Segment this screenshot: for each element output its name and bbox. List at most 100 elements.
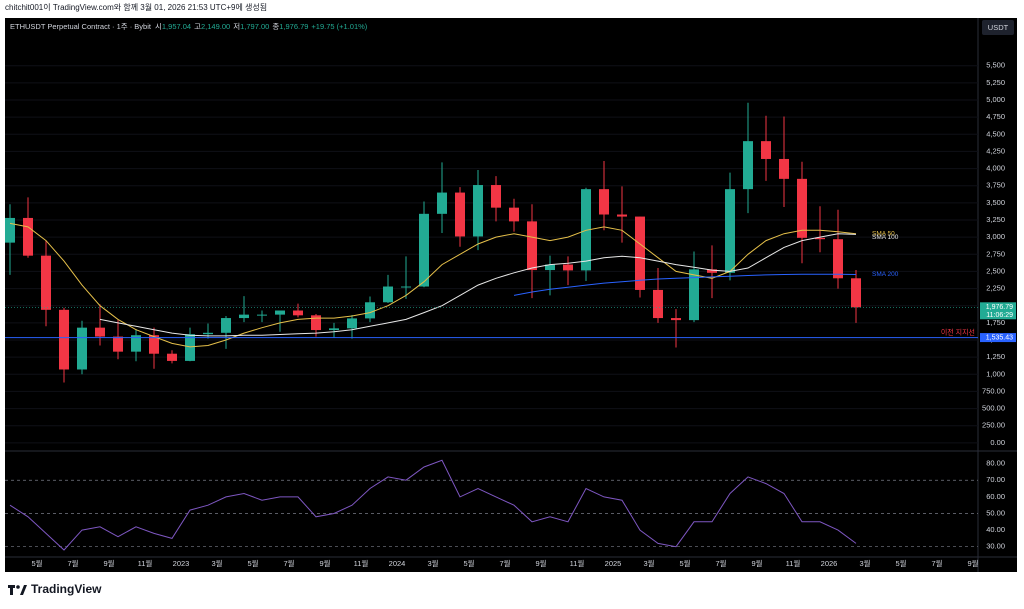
ohlc-value: 1,976.79 [279,22,308,31]
x-tick-label: 7월 [67,558,78,568]
candle-body [581,189,591,271]
x-tick-label: 2023 [173,559,190,568]
candle-body [275,310,285,315]
candle-body [257,314,267,316]
candle-body [95,327,105,337]
caption: chitchit001이 TradingView.com와 함께 3월 01, … [5,2,267,12]
y-tick-label: 3,500 [986,198,1005,207]
candle-body [203,332,213,335]
candle-body [851,278,861,308]
candle-body [473,185,483,237]
y-tick-label: 50.00 [986,508,1005,517]
y-tick-label: 1,750 [986,318,1005,327]
candle-body [59,309,69,370]
y-tick-label: 3,250 [986,215,1005,224]
y-tick-label: 500.00 [982,404,1005,413]
y-tick-label: 70.00 [986,475,1005,484]
candle-body [149,335,159,354]
y-tick-label: 3,750 [986,181,1005,190]
candle-body [455,192,465,237]
support-price-tag [980,333,1016,343]
y-tick-label: 1,000 [986,369,1005,378]
candle-body [545,264,555,271]
currency-button[interactable] [982,20,1014,35]
y-tick-label: 4,750 [986,112,1005,121]
ohlc-value: 1,957.04 [162,22,191,31]
candle-body [797,178,807,238]
x-tick-label: 9월 [319,558,330,568]
support-price: 1,535.43 [986,334,1013,341]
candle-body [743,141,753,190]
y-tick-label: 40.00 [986,525,1005,534]
y-tick-label: 2,250 [986,284,1005,293]
currency-label[interactable]: USDT [988,23,1009,32]
candle-body [833,239,843,279]
y-tick-label: 3,000 [986,232,1005,241]
x-tick-label: 7월 [715,558,726,568]
x-tick-label: 5월 [463,558,474,568]
support-text: 이전 지지선 [941,327,975,336]
sma-label: SMA 100 [872,234,899,241]
candle-body [311,315,321,331]
y-tick-label: 2,500 [986,266,1005,275]
x-tick-label: 3월 [211,558,222,568]
ohlc-label: 고 [194,22,201,31]
rsi-line [9,459,857,551]
candle-body [239,314,249,319]
candle-body [41,255,51,310]
x-tick-label: 7월 [931,558,942,568]
x-tick-label: 2026 [821,559,838,568]
candle-body [293,310,303,316]
y-tick-label: 4,500 [986,129,1005,138]
candle-body [635,216,645,290]
ohlc-label: 시 [155,22,162,31]
x-tick-label: 7월 [283,558,294,568]
countdown: 11:06:29 [986,312,1013,319]
y-tick-label: 4,250 [986,146,1005,155]
x-tick-label: 2025 [605,559,622,568]
y-tick-label: 5,500 [986,61,1005,70]
x-tick-label: 5월 [247,558,258,568]
sma-label: SMA 200 [872,271,899,278]
y-tick-label: 5,000 [986,95,1005,104]
sma-label: SMA 50 [872,230,895,237]
candle-body [509,207,519,222]
y-tick-label: 2,750 [986,249,1005,258]
brand-logo [8,585,27,595]
candle-body [707,269,717,273]
x-tick-label: 11월 [570,558,585,568]
candle-body [761,141,771,159]
x-tick-label: 5월 [679,558,690,568]
candle-body [185,334,195,361]
x-tick-label: 3월 [643,558,654,568]
y-tick-label: 750.00 [982,386,1005,395]
chart-panel [5,18,1017,572]
candle-body [617,214,627,217]
last-price-tag [980,302,1016,320]
x-tick-label: 9월 [751,558,762,568]
candle-body [437,192,447,214]
candle-body [329,328,339,331]
x-tick-label: 2024 [389,559,406,568]
x-tick-label: 3월 [427,558,438,568]
candle-body [419,213,429,287]
x-tick-label: 9월 [967,558,978,568]
y-tick-label: 0.00 [990,438,1005,447]
candle-body [815,237,825,240]
ohlc-label: 종 [272,22,279,31]
y-tick-label: 30.00 [986,542,1005,551]
candle-body [653,289,663,319]
sma-line [99,233,857,337]
candle-body [131,335,141,352]
candle-body [77,327,87,370]
x-tick-label: 11월 [354,558,369,568]
y-tick-label: 250.00 [982,421,1005,430]
change: +19.75 (+1.01%) [311,22,367,31]
candle-body [779,158,789,179]
candle-body [383,286,393,303]
candle-body [23,217,33,256]
last-price: 1,976.79 [986,304,1013,311]
candle-body [671,318,681,321]
brand: TradingView [31,582,102,596]
